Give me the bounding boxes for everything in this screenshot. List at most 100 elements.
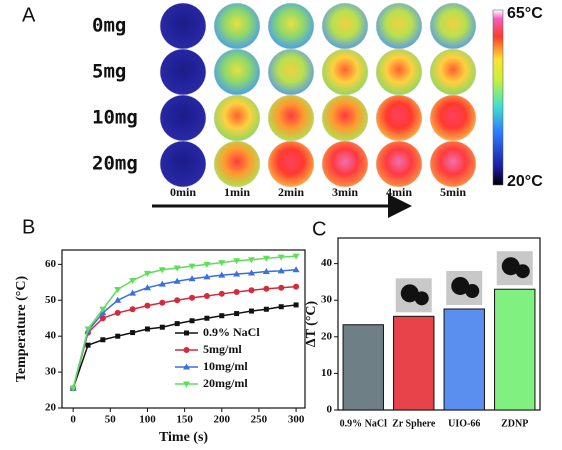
marker bbox=[174, 321, 180, 327]
row-label: 0mg bbox=[92, 15, 126, 37]
marker bbox=[247, 257, 255, 264]
x-tick-label: UIO-66 bbox=[448, 418, 480, 429]
thermal-image bbox=[213, 94, 261, 142]
x-tick-label: 300 bbox=[288, 414, 305, 426]
marker bbox=[233, 270, 241, 277]
marker bbox=[247, 269, 255, 276]
marker bbox=[189, 318, 195, 324]
thermal-image bbox=[429, 94, 477, 142]
thermal-image bbox=[321, 140, 369, 188]
marker bbox=[218, 260, 226, 267]
marker bbox=[173, 277, 181, 284]
colorbar-min: 20°C bbox=[507, 173, 543, 190]
column-label: 4min bbox=[386, 185, 412, 199]
thermal-image bbox=[213, 2, 261, 50]
marker bbox=[203, 273, 211, 280]
column-label: 5min bbox=[440, 185, 466, 199]
column-label: 1min bbox=[224, 185, 250, 199]
marker bbox=[189, 294, 196, 301]
plot-frame bbox=[337, 237, 541, 411]
y-tick-label: 60 bbox=[45, 258, 57, 270]
marker bbox=[129, 306, 136, 313]
marker bbox=[262, 255, 270, 262]
marker bbox=[219, 313, 225, 319]
thermal-image bbox=[159, 2, 207, 50]
thermal-image bbox=[375, 140, 423, 188]
bar bbox=[342, 324, 384, 411]
panel-label: A bbox=[22, 4, 36, 26]
series-line bbox=[72, 304, 297, 389]
marker bbox=[233, 258, 241, 265]
marker bbox=[114, 287, 122, 293]
marker bbox=[143, 270, 151, 277]
bar bbox=[443, 308, 485, 411]
particle-shape bbox=[451, 276, 470, 295]
legend-marker bbox=[183, 363, 190, 370]
marker bbox=[158, 267, 166, 274]
legend-marker bbox=[184, 330, 189, 336]
thermal-image bbox=[321, 2, 369, 50]
legend-marker bbox=[183, 347, 190, 353]
marker bbox=[188, 275, 196, 282]
row-label: 20mg bbox=[92, 153, 138, 175]
legend-label: 10mg/ml bbox=[203, 359, 248, 373]
legend-label: 0.9% NaCl bbox=[203, 325, 260, 339]
marker bbox=[293, 302, 299, 308]
marker bbox=[263, 306, 269, 312]
marker bbox=[278, 284, 285, 291]
marker bbox=[99, 306, 107, 313]
thermal-image bbox=[321, 94, 369, 142]
marker bbox=[203, 261, 211, 268]
marker bbox=[234, 311, 240, 317]
marker bbox=[292, 266, 300, 273]
marker bbox=[144, 302, 151, 309]
marker bbox=[262, 268, 270, 275]
row-label: 5mg bbox=[92, 61, 126, 83]
y-tick-label: 0 bbox=[327, 404, 333, 416]
panel-label: C bbox=[312, 218, 326, 240]
x-tick-label: 250 bbox=[251, 414, 268, 426]
marker bbox=[85, 342, 91, 348]
thermal-image bbox=[213, 48, 261, 96]
y-tick-label: 40 bbox=[321, 257, 333, 269]
particle-shape bbox=[465, 283, 480, 298]
x-tick-label: 0.9% NaCl bbox=[340, 418, 387, 429]
marker bbox=[100, 337, 106, 343]
legend-marker bbox=[183, 381, 190, 388]
column-label: 2min bbox=[278, 185, 304, 199]
marker bbox=[293, 283, 300, 290]
marker bbox=[278, 304, 284, 310]
marker bbox=[173, 265, 181, 272]
x-tick-label: ZDNP bbox=[501, 418, 528, 429]
series-line bbox=[72, 255, 297, 389]
particle-shape bbox=[501, 257, 520, 276]
bar bbox=[393, 315, 435, 411]
x-tick-label: 200 bbox=[214, 414, 231, 426]
marker bbox=[114, 296, 122, 303]
thermal-image bbox=[159, 48, 207, 96]
thermal-image bbox=[267, 48, 315, 96]
colorbar bbox=[492, 9, 504, 186]
y-tick-label: 30 bbox=[45, 366, 57, 378]
marker bbox=[158, 280, 166, 287]
marker bbox=[174, 297, 181, 304]
thermal-image bbox=[375, 48, 423, 96]
y-axis-label: ΔT (°C) bbox=[304, 300, 319, 347]
y-tick-label: 20 bbox=[321, 330, 333, 342]
marker bbox=[115, 333, 121, 339]
y-axis-label: Temperature (°C) bbox=[14, 276, 29, 383]
panel-label: B bbox=[22, 216, 35, 238]
marker bbox=[114, 309, 121, 316]
thermal-image bbox=[375, 94, 423, 142]
x-tick-label: Zr Sphere bbox=[392, 418, 436, 429]
thermal-image bbox=[321, 48, 369, 96]
marker bbox=[159, 299, 166, 306]
marker bbox=[204, 315, 210, 321]
row-label: 10mg bbox=[92, 107, 138, 129]
colorbar-max: 65°C bbox=[507, 5, 543, 22]
x-tick-label: 50 bbox=[105, 414, 117, 426]
marker bbox=[292, 253, 300, 260]
thermal-image bbox=[375, 2, 423, 50]
